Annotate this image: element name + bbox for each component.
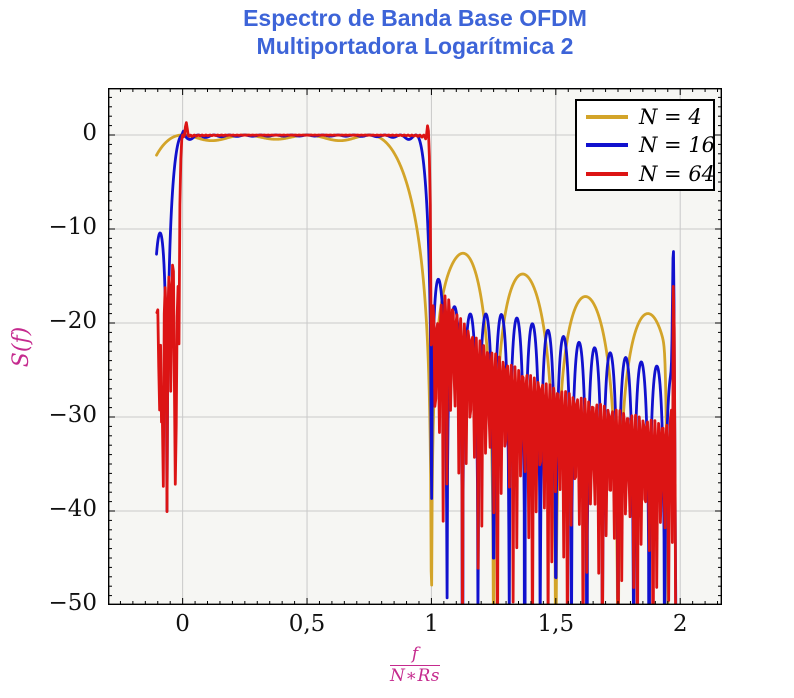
- y-tick-label: −30: [48, 402, 97, 428]
- x-tick-label: 1,5: [537, 611, 575, 637]
- legend-item-n16: N = 16: [586, 132, 716, 158]
- legend-label-n4: N = 4: [639, 104, 702, 129]
- y-tick-label: −50: [48, 590, 97, 616]
- legend-label-n64: N = 64: [639, 161, 716, 186]
- x-axis-label-denominator: N∗Rs: [390, 665, 440, 686]
- legend-swatch-n16-line: [586, 143, 628, 147]
- legend-item-n4: N = 4: [586, 104, 713, 130]
- y-tick-label: −10: [48, 214, 97, 240]
- legend-swatch-n64-line: [586, 171, 628, 176]
- chart-title-line1: Espectro de Banda Base OFDM: [243, 5, 587, 31]
- legend-label-n16: N = 16: [639, 133, 716, 157]
- x-axis-label-fraction: f N∗Rs: [390, 645, 440, 686]
- chart-title: Espectro de Banda Base OFDM Multiportado…: [108, 4, 722, 60]
- x-tick-label: 1: [424, 611, 439, 637]
- legend-swatch-n4-line: [586, 114, 628, 119]
- y-tick-label: 0: [82, 120, 97, 146]
- x-tick-label: 2: [672, 611, 688, 637]
- legend: N = 4 N = 16 N = 64: [575, 99, 715, 191]
- chart-title-line2: Multiportadora Logarítmica 2: [256, 33, 574, 59]
- x-axis-label-numerator: f: [390, 645, 440, 666]
- x-tick-label: 0,5: [288, 611, 326, 637]
- y-axis-label: S(f): [9, 326, 34, 368]
- y-tick-label: −40: [48, 496, 97, 522]
- legend-item-n64: N = 64: [586, 161, 716, 187]
- x-axis-label: f N∗Rs: [108, 645, 722, 686]
- x-tick-label: 0: [175, 611, 190, 637]
